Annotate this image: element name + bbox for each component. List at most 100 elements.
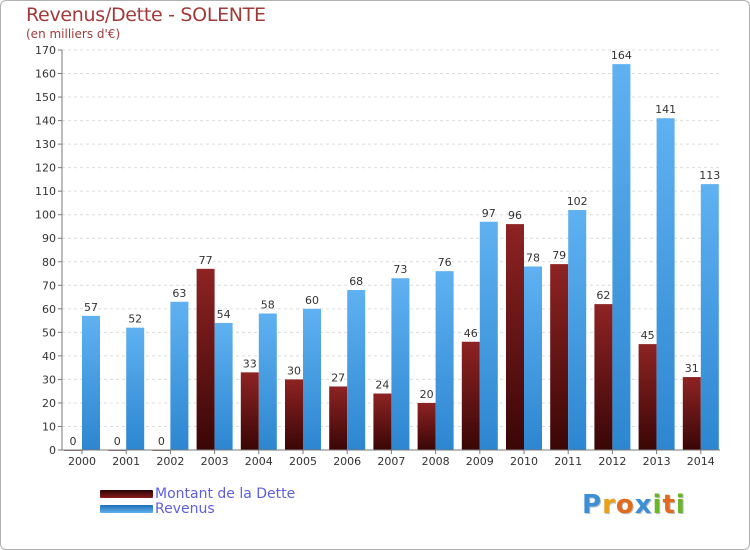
y-tick-label: 40 <box>42 350 56 363</box>
y-tick-label: 130 <box>35 138 56 151</box>
x-tick-label: 2005 <box>289 455 317 468</box>
value-label-dette-2009: 46 <box>464 327 478 340</box>
y-tick-label: 80 <box>42 256 56 269</box>
value-label-dette-2000: 0 <box>70 435 77 448</box>
value-label-dette-2008: 20 <box>420 388 434 401</box>
x-tick-label: 2007 <box>377 455 405 468</box>
bar-revenus-2005 <box>303 308 321 450</box>
x-tick-label: 2013 <box>643 455 671 468</box>
chart-subtitle: (en milliers d'€) <box>26 27 121 41</box>
y-tick-label: 30 <box>42 373 56 386</box>
bar-dette-2008 <box>417 402 436 450</box>
bar-dette-2005 <box>285 379 303 450</box>
value-label-dette-2010: 96 <box>508 209 522 222</box>
value-label-dette-2006: 27 <box>331 371 345 384</box>
bar-dette-2007 <box>373 393 392 450</box>
y-tick-label: 60 <box>42 303 56 316</box>
x-tick-label: 2002 <box>156 455 184 468</box>
value-label-revenus-2001: 52 <box>128 313 142 326</box>
bar-revenus-2011 <box>568 210 587 450</box>
bar-revenus-2009 <box>479 221 498 450</box>
bar-revenus-2002 <box>170 301 189 450</box>
logo-letter: o <box>615 490 635 520</box>
y-tick-label: 0 <box>49 444 56 457</box>
legend-swatch-dette <box>100 489 153 498</box>
value-label-dette-2001: 0 <box>114 435 121 448</box>
x-tick-label: 2001 <box>112 455 140 468</box>
x-tick-label: 2003 <box>201 455 229 468</box>
logo-letter: P <box>582 490 603 520</box>
bar-revenus-2013 <box>656 118 675 450</box>
y-tick-label: 140 <box>35 115 56 128</box>
value-labels: 0 57 0 52 0 63 77 54 33 58 30 60 27 68 24 73 20 76 46 97 96 7… <box>70 49 721 448</box>
y-tick-label: 150 <box>35 91 56 104</box>
bar-dette-2009 <box>461 341 480 450</box>
chart-title: Revenus/Dette - SOLENTE <box>26 4 266 26</box>
value-label-dette-2013: 45 <box>641 329 655 342</box>
bar-revenus-2001 <box>126 327 145 450</box>
bar-revenus-2006 <box>347 290 366 450</box>
value-label-revenus-2009: 97 <box>482 207 496 220</box>
x-tick-label: 2000 <box>68 455 96 468</box>
bar-dette-2013 <box>638 344 657 450</box>
legend: Montant de la Dette Revenus <box>100 486 295 517</box>
value-label-dette-2011: 79 <box>552 249 566 262</box>
bar-revenus-2008 <box>435 271 454 450</box>
value-label-revenus-2013: 141 <box>655 103 676 116</box>
legend-item-revenus: Revenus <box>100 500 295 517</box>
x-tick-label: 2004 <box>245 455 273 468</box>
bar-revenus-2014 <box>700 184 719 450</box>
logo-letter: i <box>652 490 663 520</box>
x-tick-label: 2014 <box>687 455 715 468</box>
y-tick-label: 110 <box>35 185 56 198</box>
x-tick-label: 2008 <box>422 455 450 468</box>
value-label-revenus-2014: 113 <box>699 169 720 182</box>
bar-dette-2003 <box>196 268 215 450</box>
logo-letter: i <box>675 490 686 520</box>
value-label-dette-2003: 77 <box>199 254 213 267</box>
value-label-revenus-2012: 164 <box>611 49 632 62</box>
value-label-dette-2007: 24 <box>375 379 389 392</box>
proxiti-logo: Proxiti <box>582 490 686 520</box>
value-label-revenus-2005: 60 <box>305 294 319 307</box>
y-tick-label: 120 <box>35 162 56 175</box>
x-axis-ticks: 2000 2001 2002 2003 2004 2005 2006 2007 2008 2009… <box>68 450 715 468</box>
bar-revenus-2010 <box>524 266 542 450</box>
y-tick-label: 100 <box>35 209 56 222</box>
legend-label-revenus: Revenus <box>155 500 215 517</box>
value-label-dette-2004: 33 <box>243 357 257 370</box>
value-label-dette-2005: 30 <box>287 364 301 377</box>
value-label-revenus-2002: 63 <box>172 287 186 300</box>
value-label-revenus-2006: 68 <box>349 275 363 288</box>
x-tick-label: 2010 <box>510 455 538 468</box>
value-label-revenus-2007: 73 <box>393 263 407 276</box>
legend-swatch-revenus <box>100 504 153 513</box>
bar-revenus-2000 <box>82 315 100 450</box>
bar-revenus-2012 <box>612 64 631 450</box>
value-label-revenus-2011: 102 <box>567 195 588 208</box>
bar-dette-2014 <box>682 377 701 450</box>
x-tick-label: 2012 <box>598 455 626 468</box>
y-tick-label: 160 <box>35 68 56 81</box>
legend-item-dette: Montant de la Dette <box>100 486 295 502</box>
y-tick-label: 50 <box>42 326 56 339</box>
bar-revenus-2003 <box>214 322 233 450</box>
y-tick-label: 170 <box>35 44 56 57</box>
x-tick-label: 2009 <box>466 455 494 468</box>
value-label-revenus-2010: 78 <box>526 251 540 264</box>
value-label-dette-2014: 31 <box>685 362 699 375</box>
logo-letter: x <box>634 490 653 520</box>
value-label-revenus-2000: 57 <box>84 301 98 314</box>
y-tick-label: 10 <box>42 420 56 433</box>
bar-dette-2004 <box>240 372 259 450</box>
y-axis-ticks: 0 10 20 30 40 50 60 70 80 90 100 110 120 130 140 150 160… <box>35 44 56 457</box>
logo-letter: t <box>662 490 676 520</box>
value-label-revenus-2008: 76 <box>438 256 452 269</box>
bar-dette-2011 <box>550 264 569 450</box>
value-label-dette-2002: 0 <box>158 435 165 448</box>
y-tick-label: 90 <box>42 232 56 245</box>
bar-dette-2012 <box>594 304 613 450</box>
x-tick-label: 2006 <box>333 455 361 468</box>
bars <box>64 64 719 451</box>
